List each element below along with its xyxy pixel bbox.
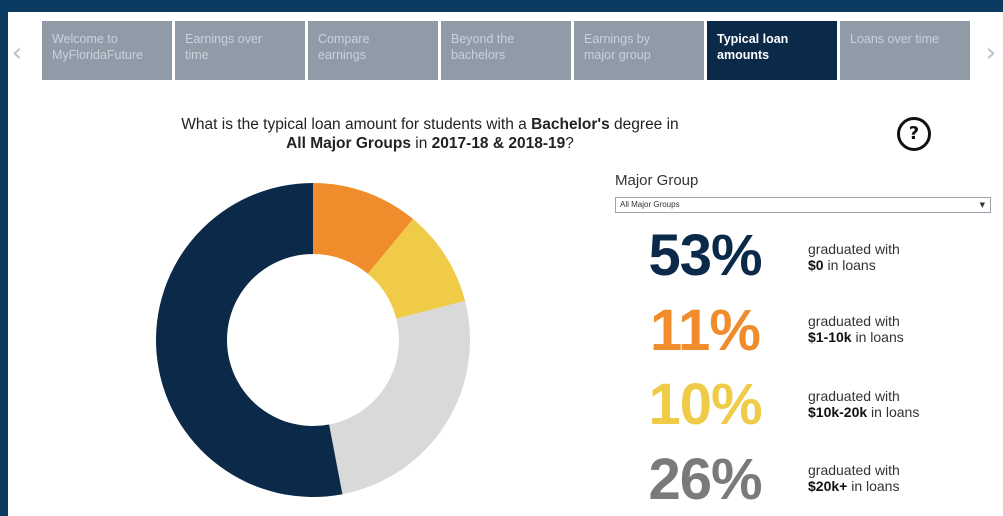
- donut-slice-0[interactable]: [155, 183, 343, 497]
- question-text: ?: [565, 135, 574, 152]
- tab-earnings-over-time[interactable]: Earnings over time: [175, 21, 305, 80]
- stat-amount: $0: [808, 257, 824, 273]
- question-degree: Bachelor's: [531, 116, 610, 133]
- stat-desc-1-10k: graduated with $1-10k in loans: [808, 313, 904, 345]
- stat-line: graduated with: [808, 462, 900, 478]
- tab-label: Earnings over: [185, 32, 263, 46]
- major-group-label: Major Group: [615, 172, 699, 189]
- tab-label: major group: [584, 48, 651, 62]
- stat-suffix: in loans: [847, 478, 900, 494]
- tab-compare-earnings[interactable]: Compare earnings: [308, 21, 438, 80]
- question-text: degree in: [609, 116, 679, 133]
- donut-slice-1-10k[interactable]: [313, 183, 414, 274]
- stat-desc-10k-20k: graduated with $10k-20k in loans: [808, 388, 919, 420]
- tab-label: Typical loan: [717, 32, 789, 46]
- stat-amount: $10k-20k: [808, 404, 868, 420]
- tab-bar: Welcome to MyFloridaFuture Earnings over…: [42, 21, 970, 80]
- tab-welcome[interactable]: Welcome to MyFloridaFuture: [42, 21, 172, 80]
- stat-pct-20k-plus: 26%: [648, 447, 762, 512]
- stat-pct-zero: 53%: [648, 223, 762, 288]
- stat-desc-zero: graduated with $0 in loans: [808, 241, 900, 273]
- stat-amount: $1-10k: [808, 329, 852, 345]
- stat-amount: $20k+: [808, 478, 848, 494]
- question-text: What is the typical loan amount for stud…: [181, 116, 532, 133]
- tab-label: Beyond the: [451, 32, 515, 46]
- caret-down-icon: ▼: [979, 201, 985, 209]
- tab-label: Loans over time: [850, 32, 939, 46]
- stat-pct-10k-20k: 10%: [648, 372, 762, 437]
- content-panel: [8, 12, 1003, 516]
- tab-beyond-bachelors[interactable]: Beyond the bachelors: [441, 21, 571, 80]
- chart-question: What is the typical loan amount for stud…: [110, 115, 750, 153]
- tab-label: Compare: [318, 32, 370, 46]
- stat-suffix: in loans: [867, 404, 920, 420]
- donut-slice-20k[interactable]: [329, 300, 471, 495]
- question-text: in: [410, 135, 432, 152]
- question-group: All Major Groups: [286, 135, 411, 152]
- stat-line: graduated with: [808, 313, 900, 329]
- major-group-select[interactable]: All Major Groups ▼: [615, 197, 991, 213]
- tab-label: MyFloridaFuture: [52, 48, 143, 62]
- stat-line: graduated with: [808, 388, 900, 404]
- stat-pct-1-10k: 11%: [650, 298, 761, 363]
- donut-slice-10k-20k[interactable]: [367, 219, 466, 319]
- stat-line: graduated with: [808, 241, 900, 257]
- tab-label: time: [185, 48, 209, 62]
- tab-typical-loan-amounts[interactable]: Typical loan amounts: [707, 21, 837, 80]
- tab-earnings-by-major-group[interactable]: Earnings by major group: [574, 21, 704, 80]
- tab-label: amounts: [717, 48, 770, 62]
- tab-label: earnings: [318, 48, 366, 62]
- tab-label: Welcome to: [52, 32, 118, 46]
- stat-desc-20k-plus: graduated with $20k+ in loans: [808, 462, 900, 494]
- chevron-right-icon[interactable]: ›: [985, 38, 997, 68]
- question-years: 2017-18 & 2018-19: [431, 135, 566, 152]
- chevron-left-icon[interactable]: ‹: [11, 38, 23, 68]
- tab-label: bachelors: [451, 48, 506, 62]
- tab-label: Earnings by: [584, 32, 651, 46]
- stat-suffix: in loans: [851, 329, 904, 345]
- major-group-selected: All Major Groups: [620, 200, 680, 209]
- tab-loans-over-time[interactable]: Loans over time: [840, 21, 970, 80]
- help-icon[interactable]: ?: [897, 117, 931, 151]
- stat-suffix: in loans: [823, 257, 876, 273]
